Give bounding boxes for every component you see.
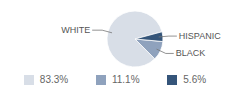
- html-text:11.1%: 11.1%: [112, 74, 140, 85]
- svg-text:HISPANIC: HISPANIC: [179, 31, 221, 41]
- svg-text:WHITE: WHITE: [61, 25, 90, 35]
- svg-text:BLACK: BLACK: [176, 48, 206, 58]
- html-text:83.3%: 83.3%: [39, 74, 69, 85]
- html-text:5.6%: 5.6%: [183, 74, 207, 85]
